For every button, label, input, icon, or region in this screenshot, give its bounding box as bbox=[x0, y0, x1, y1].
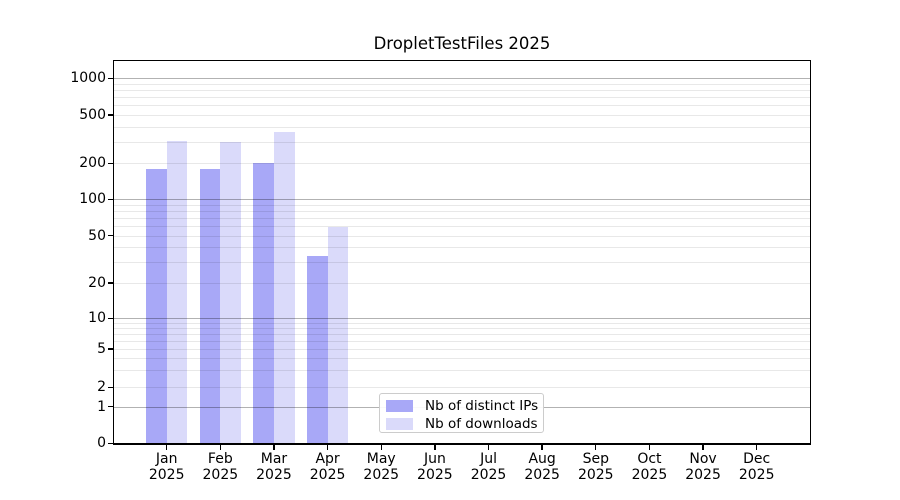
y-tick-label-500: 500 bbox=[79, 107, 106, 123]
gridline-minor bbox=[114, 235, 810, 237]
legend: Nb of distinct IPs Nb of downloads bbox=[379, 393, 544, 433]
axis-spine-left bbox=[112, 59, 114, 445]
gridline-minor bbox=[114, 358, 810, 360]
y-tick-label-1000: 1000 bbox=[70, 70, 106, 87]
y-tick-mark bbox=[107, 114, 113, 116]
bar-downloads-apr-2025 bbox=[327, 227, 349, 444]
gridline-minor bbox=[114, 90, 810, 92]
y-tick-label-2: 2 bbox=[97, 379, 106, 396]
y-tick-label-0: 0 bbox=[97, 435, 106, 452]
legend-label-downloads: Nb of downloads bbox=[425, 416, 538, 432]
x-tick-mark bbox=[648, 444, 651, 450]
gridline-minor bbox=[114, 247, 810, 249]
x-tick-label-jan-2025: Jan 2025 bbox=[148, 451, 185, 483]
gridline-minor bbox=[114, 370, 810, 372]
gridline-minor bbox=[114, 387, 810, 389]
x-tick-label-oct-2025: Oct 2025 bbox=[631, 451, 668, 483]
gridline-minor bbox=[114, 226, 810, 228]
y-tick-label-10: 10 bbox=[88, 310, 106, 327]
y-tick-label-100: 100 bbox=[79, 191, 106, 208]
gridline-minor bbox=[114, 97, 810, 99]
legend-item-distinct-ips: Nb of distinct IPs bbox=[386, 398, 543, 414]
y-tick-label-5: 5 bbox=[97, 341, 106, 357]
x-tick-mark bbox=[380, 444, 382, 450]
gridline-minor bbox=[114, 163, 810, 165]
gridline-minor bbox=[114, 322, 810, 324]
y-tick-label-20: 20 bbox=[88, 275, 106, 291]
x-tick-label-apr-2025: Apr 2025 bbox=[309, 451, 346, 483]
gridline-minor bbox=[114, 340, 810, 342]
gridline-major bbox=[114, 199, 810, 201]
x-tick-mark bbox=[541, 444, 543, 450]
y-tick-mark bbox=[107, 235, 113, 237]
gridline-minor bbox=[114, 349, 810, 350]
x-tick-label-aug-2025: Aug 2025 bbox=[524, 451, 560, 483]
y-tick-mark bbox=[107, 162, 113, 164]
bar-distinct-ips-mar-2025 bbox=[253, 163, 274, 444]
gridline-minor bbox=[114, 115, 810, 116]
legend-swatch-downloads bbox=[386, 418, 413, 430]
x-tick-label-may-2025: May 2025 bbox=[363, 451, 400, 483]
y-tick-mark bbox=[107, 442, 113, 444]
gridline-major bbox=[114, 318, 810, 320]
x-tick-mark bbox=[702, 444, 704, 450]
y-tick-mark bbox=[107, 317, 113, 319]
y-tick-label-1: 1 bbox=[97, 398, 106, 415]
y-tick-label-200: 200 bbox=[79, 155, 106, 172]
y-tick-mark bbox=[107, 386, 113, 388]
bar-downloads-feb-2025 bbox=[220, 141, 242, 444]
x-tick-label-jun-2025: Jun 2025 bbox=[417, 451, 453, 483]
gridline-minor bbox=[114, 211, 810, 213]
x-tick-mark bbox=[595, 444, 597, 450]
x-tick-label-sep-2025: Sep 2025 bbox=[577, 451, 614, 483]
x-tick-mark bbox=[756, 444, 758, 450]
y-tick-mark bbox=[107, 198, 113, 200]
axis-spine-top bbox=[112, 59, 811, 61]
y-tick-mark bbox=[107, 282, 113, 284]
x-tick-mark bbox=[326, 444, 329, 450]
y-tick-mark bbox=[107, 77, 113, 79]
gridline-minor bbox=[114, 204, 810, 206]
x-tick-mark bbox=[219, 444, 222, 450]
y-tick-label-50: 50 bbox=[88, 227, 106, 244]
gridline-minor bbox=[114, 283, 810, 284]
x-tick-label-mar-2025: Mar 2025 bbox=[256, 451, 292, 483]
bar-distinct-ips-jan-2025 bbox=[145, 168, 167, 444]
gridline-minor bbox=[114, 262, 810, 264]
legend-swatch-distinct-ips bbox=[386, 400, 413, 412]
x-tick-label-feb-2025: Feb 2025 bbox=[202, 451, 239, 483]
x-tick-label-nov-2025: Nov 2025 bbox=[685, 451, 721, 483]
gridline-minor bbox=[114, 218, 810, 220]
y-tick-mark bbox=[107, 406, 113, 408]
legend-label-distinct-ips: Nb of distinct IPs bbox=[425, 398, 539, 414]
x-tick-label-dec-2025: Dec 2025 bbox=[738, 451, 775, 483]
x-tick-mark bbox=[166, 444, 168, 450]
chart-title: DropletTestFiles 2025 bbox=[373, 34, 551, 53]
bar-downloads-mar-2025 bbox=[273, 131, 295, 444]
y-tick-mark bbox=[107, 348, 113, 350]
x-tick-mark bbox=[273, 444, 275, 450]
gridline-minor bbox=[114, 126, 810, 128]
gridline-minor bbox=[114, 105, 810, 107]
x-tick-label-jul-2025: Jul 2025 bbox=[470, 451, 507, 483]
axis-spine-right bbox=[809, 59, 811, 445]
bar-distinct-ips-feb-2025 bbox=[199, 168, 221, 444]
bar-distinct-ips-apr-2025 bbox=[306, 255, 328, 444]
gridline-minor bbox=[114, 141, 810, 143]
gridline-minor bbox=[114, 334, 810, 336]
legend-item-downloads: Nb of downloads bbox=[386, 416, 543, 432]
gridline-minor bbox=[114, 328, 810, 330]
axis-spine-bottom bbox=[112, 443, 811, 445]
x-tick-mark bbox=[434, 444, 436, 450]
x-tick-mark bbox=[487, 444, 490, 450]
bar-downloads-jan-2025 bbox=[166, 141, 188, 444]
gridline-major bbox=[114, 78, 810, 80]
gridline-minor bbox=[114, 83, 810, 85]
